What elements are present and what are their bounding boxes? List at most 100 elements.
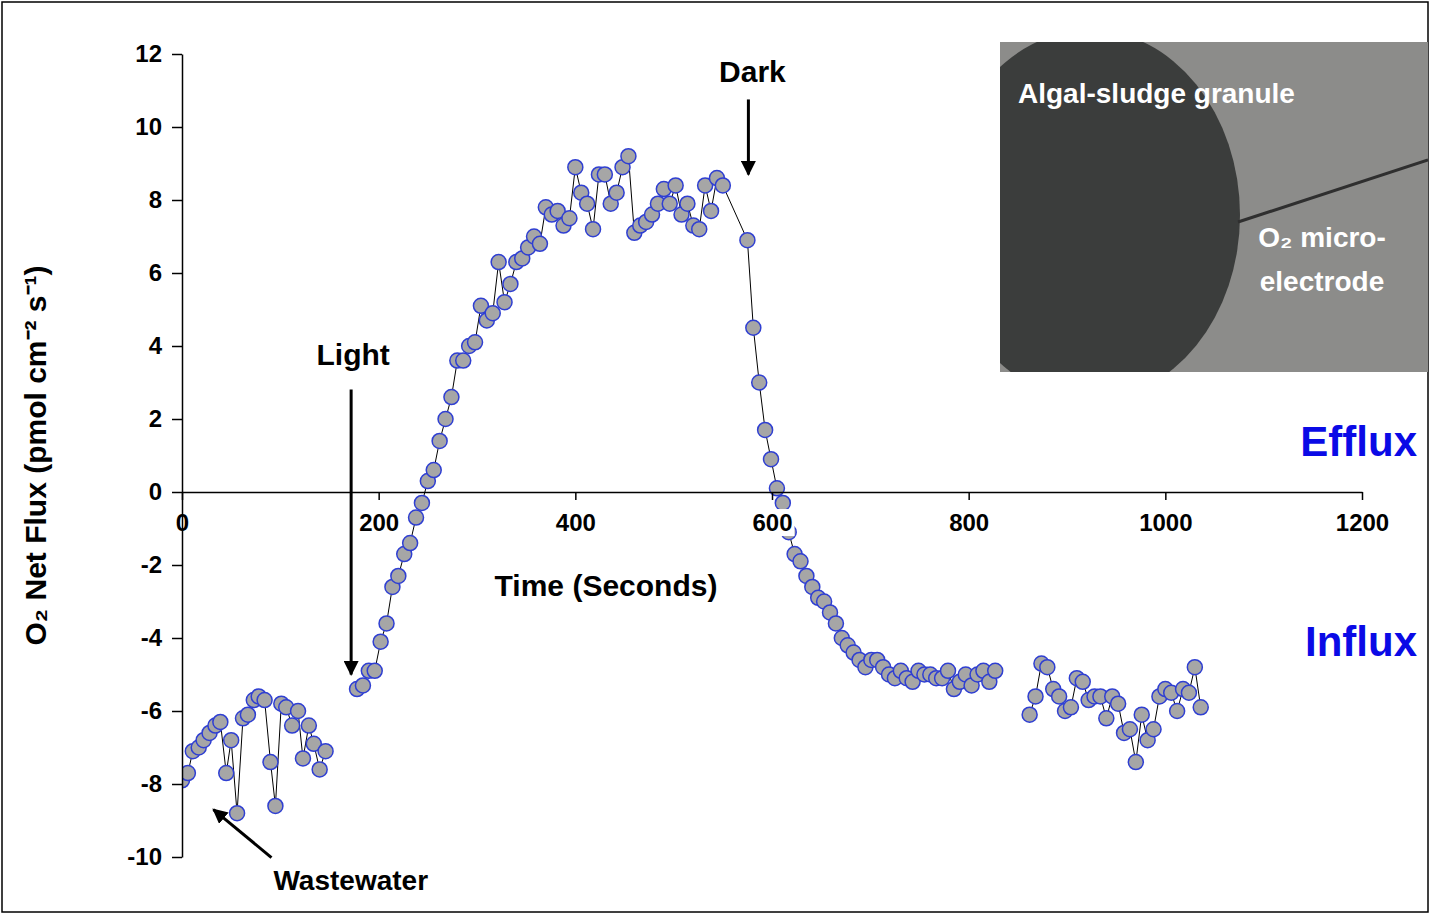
data-point: [1122, 722, 1137, 737]
x-tick: 800: [947, 492, 991, 536]
data-point: [257, 693, 272, 708]
y-tick: 10: [135, 113, 182, 140]
y-axis-title: O₂ Net Flux (pmol cm⁻² s⁻¹): [19, 265, 52, 645]
x-tick: 600: [750, 492, 794, 536]
data-point: [295, 751, 310, 766]
data-point: [532, 236, 547, 251]
inset-label: O₂ micro-electrode: [1258, 222, 1386, 297]
plot-area: [182, 149, 1208, 821]
inset: Algal-sludge granule O₂ micro-electrode: [940, 30, 1428, 400]
data-point: [485, 306, 500, 321]
data-point: [680, 196, 695, 211]
data-point: [414, 495, 429, 510]
data-point: [230, 806, 245, 821]
data-point: [379, 616, 394, 631]
data-point: [263, 755, 278, 770]
data-point: [318, 744, 333, 759]
x-tick-label: 1000: [1139, 509, 1192, 536]
data-point: [432, 433, 447, 448]
y-tick-mark: [172, 638, 182, 640]
annotation-label: Light: [316, 338, 389, 371]
y-axis-line: [182, 55, 184, 858]
annotation-arrow: [747, 99, 750, 174]
y-tick-mark: [172, 857, 182, 859]
data-point: [609, 185, 624, 200]
y-tick: -10: [127, 843, 182, 870]
data-point: [409, 510, 424, 525]
x-tick-label-patch: [357, 509, 401, 536]
x-tick: 1200: [1334, 492, 1391, 536]
data-point: [988, 663, 1003, 678]
background: [0, 0, 1431, 915]
data-point: [668, 178, 683, 193]
y-tick-label: 0: [149, 478, 162, 505]
data-point: [769, 481, 784, 496]
data-point: [740, 233, 755, 248]
data-point: [403, 536, 418, 551]
x-tick-label-patch: [947, 509, 991, 536]
data-point: [715, 178, 730, 193]
data-point: [1040, 660, 1055, 675]
annotations: LightDarkWastewater: [213, 55, 786, 895]
chart-frame: [2, 2, 1428, 912]
inset-label: Algal-sludge granule: [1018, 78, 1295, 109]
y-tick-mark: [172, 127, 182, 129]
y-tick-mark: [172, 419, 182, 421]
y-tick-mark: [172, 273, 182, 275]
y-tick-label: 8: [149, 186, 162, 213]
data-point: [1111, 696, 1126, 711]
data-point: [1099, 711, 1114, 726]
x-tick-label-patch: [750, 509, 794, 536]
x-tick-label-patch: [1137, 509, 1194, 536]
data-point: [503, 276, 518, 291]
x-tick-label-patch: [1334, 509, 1391, 536]
data-point: [793, 554, 808, 569]
y-tick-mark: [172, 565, 182, 567]
y-tick: 2: [149, 405, 182, 432]
data-point: [1075, 674, 1090, 689]
y-tick-mark: [172, 492, 182, 494]
data-point: [941, 663, 956, 678]
data-point: [1134, 707, 1149, 722]
y-tick-label: 2: [149, 405, 162, 432]
data-point: [746, 320, 761, 335]
data-point: [758, 422, 773, 437]
data-point: [621, 149, 636, 164]
data-point: [240, 707, 255, 722]
y-tick: -8: [141, 770, 182, 797]
x-tick-label: 600: [752, 509, 792, 536]
chart: Algal-sludge granule O₂ micro-electrode 0 2…: [0, 0, 1431, 915]
x-axis: 020040060080010001200: [174, 492, 1391, 536]
data-point: [692, 222, 707, 237]
data-point: [468, 335, 483, 350]
inset-label-line: O₂ micro-: [1258, 222, 1386, 253]
x-tick-mark: [378, 492, 380, 500]
y-tick-mark: [172, 784, 182, 786]
data-point: [1193, 700, 1208, 715]
y-tick-label: 12: [135, 40, 162, 67]
data-point: [268, 798, 283, 813]
x-tick-mark: [772, 492, 774, 500]
x-tick: 200: [357, 492, 401, 536]
data-point: [312, 762, 327, 777]
annotation-arrow: [213, 810, 271, 858]
x-axis-title: Time (Seconds): [495, 569, 718, 602]
data-point: [391, 568, 406, 583]
side-label: Influx: [1305, 618, 1418, 665]
data-point: [586, 222, 601, 237]
y-tick-label: -2: [141, 551, 162, 578]
data-point: [597, 167, 612, 182]
annotation-label: Wastewater: [273, 865, 428, 896]
electrode-shape: [1238, 160, 1428, 222]
x-tick-mark: [575, 492, 577, 500]
data-point: [213, 714, 228, 729]
data-point: [367, 663, 382, 678]
data-point: [1128, 755, 1143, 770]
data-point: [828, 616, 843, 631]
y-tick: 12: [135, 40, 182, 67]
data-point: [291, 704, 306, 719]
x-tick-label: 200: [359, 509, 399, 536]
inset-label-line: electrode: [1260, 266, 1385, 297]
x-tick: 400: [554, 492, 598, 536]
data-point: [355, 678, 370, 693]
